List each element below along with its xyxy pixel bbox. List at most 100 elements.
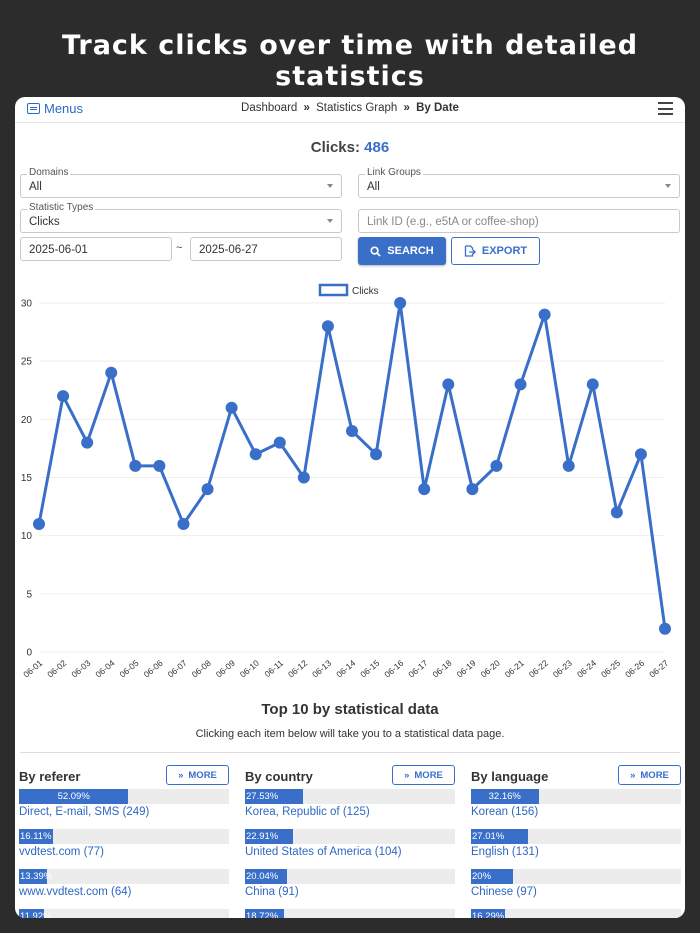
clicks-line-chart: Clicks 0 5 10 15 20 25 30 06-01 06-02 06-03 06-04 06… — [15, 279, 685, 689]
stat-item[interactable]: 22.91% United States of America (104) — [245, 829, 455, 867]
percentage-label: 27.01% — [472, 831, 505, 842]
stat-count: (156) — [511, 806, 539, 818]
percentage-label: 11.92% — [20, 911, 52, 918]
x-tick-label: 06-03 — [69, 658, 92, 680]
export-label: EXPORT — [481, 245, 528, 257]
breadcrumb-statistics-graph[interactable]: Statistics Graph — [316, 102, 398, 114]
date-to-value: 2025-06-27 — [199, 244, 258, 256]
search-button[interactable]: SEARCH — [358, 237, 446, 265]
percentage-label: 27.53% — [246, 791, 279, 802]
stat-item[interactable]: 11.92% — [19, 909, 229, 918]
more-button[interactable]: » MORE — [618, 765, 681, 785]
stat-link[interactable]: China (91) — [245, 886, 455, 898]
stat-item[interactable]: 27.53% Korea, Republic of (125) — [245, 789, 455, 827]
x-tick-label: 06-10 — [238, 658, 261, 680]
link-groups-value: All — [367, 181, 380, 193]
y-tick-label: 25 — [21, 357, 33, 368]
top10-column: By language » MORE 32.16% Korean (156) 27.01%… — [471, 765, 681, 918]
statistic-types-select[interactable]: Statistic Types Clicks — [20, 202, 342, 233]
stat-link[interactable]: Korea, Republic of (125) — [245, 806, 455, 818]
stat-item[interactable]: 16.29% — [471, 909, 681, 918]
column-header: By referer » MORE — [19, 765, 229, 787]
stat-link[interactable]: Chinese (97) — [471, 886, 681, 898]
caret-down-icon — [327, 219, 333, 223]
percentage-bar: 32.16% — [471, 789, 681, 804]
data-point — [394, 297, 407, 309]
data-point — [81, 436, 94, 449]
data-point — [490, 459, 503, 472]
y-tick-label: 10 — [21, 531, 33, 542]
stat-link[interactable]: English (131) — [471, 846, 681, 858]
percentage-bar-fill — [471, 909, 506, 918]
link-groups-select[interactable]: Link Groups All — [358, 167, 680, 198]
stat-link[interactable]: United States of America (104) — [245, 846, 455, 858]
percentage-bar: 11.92% — [19, 909, 229, 918]
search-label: SEARCH — [387, 245, 434, 257]
date-to-input[interactable]: 2025-06-27 — [190, 237, 342, 261]
stat-link[interactable]: www.vvdtest.com (64) — [19, 886, 229, 898]
top-bar: Menus Dashboard » Statistics Graph » By … — [15, 97, 685, 123]
link-id-input[interactable]: Link ID (e.g., e5tA or coffee-shop) — [358, 209, 680, 233]
stat-item[interactable]: 52.09% Direct, E-mail, SMS (249) — [19, 789, 229, 827]
hamburger-menu-icon[interactable] — [658, 102, 673, 115]
breadcrumb-dashboard[interactable]: Dashboard — [241, 102, 298, 114]
percentage-bar: 20% — [471, 869, 681, 884]
domains-select[interactable]: Domains All — [20, 167, 342, 198]
stat-name: www.vvdtest.com — [19, 886, 108, 898]
chevrons-right-icon: » — [404, 769, 410, 781]
more-button[interactable]: » MORE — [392, 765, 455, 785]
x-tick-label: 06-11 — [262, 658, 285, 679]
link-groups-legend: Link Groups — [365, 167, 423, 178]
breadcrumb: Dashboard » Statistics Graph » By Date — [15, 102, 685, 114]
stat-item[interactable]: 18.72% — [245, 909, 455, 918]
percentage-bar: 27.53% — [245, 789, 455, 804]
data-point — [346, 424, 358, 437]
stat-link[interactable]: Korean (156) — [471, 806, 681, 818]
percentage-bar: 16.29% — [471, 909, 681, 918]
x-tick-label: 06-01 — [21, 658, 44, 680]
percentage-bar: 52.09% — [19, 789, 229, 804]
x-tick-label: 06-20 — [479, 658, 502, 680]
stat-item[interactable]: 16.11% vvdtest.com (77) — [19, 829, 229, 867]
stat-name: Direct, E-mail, SMS — [19, 806, 120, 818]
stat-link[interactable]: Direct, E-mail, SMS (249) — [19, 806, 229, 818]
data-point — [273, 436, 286, 449]
date-separator: ~ — [176, 242, 183, 254]
x-tick-label: 06-25 — [599, 658, 622, 680]
stat-item[interactable]: 13.39% www.vvdtest.com (64) — [19, 869, 229, 907]
stat-link[interactable]: vvdtest.com (77) — [19, 846, 229, 858]
stat-item[interactable]: 32.16% Korean (156) — [471, 789, 681, 827]
y-tick-label: 5 — [26, 589, 32, 600]
top10-subtitle: Clicking each item below will take you t… — [195, 728, 505, 740]
data-point — [418, 483, 431, 496]
domains-value: All — [29, 181, 42, 193]
stat-count: (97) — [516, 886, 537, 898]
export-button[interactable]: EXPORT — [451, 237, 540, 265]
data-point — [442, 378, 455, 391]
percentage-label: 13.39% — [20, 871, 53, 882]
clicks-total: 486 — [364, 139, 390, 156]
percentage-label: 52.09% — [57, 791, 90, 802]
legend-swatch — [318, 283, 349, 297]
percentage-label: 20% — [472, 871, 492, 882]
data-point — [297, 471, 310, 484]
more-label: MORE — [188, 769, 217, 781]
x-tick-label: 06-14 — [334, 658, 357, 680]
menu-list-icon — [27, 103, 40, 114]
x-tick-label: 06-15 — [358, 658, 381, 680]
percentage-bar-fill — [245, 869, 288, 884]
more-button[interactable]: » MORE — [166, 765, 229, 785]
data-point — [33, 518, 45, 531]
stat-count: (131) — [511, 846, 539, 858]
percentage-bar: 16.11% — [19, 829, 229, 844]
data-point — [105, 366, 118, 379]
stat-item[interactable]: 20.04% China (91) — [245, 869, 455, 907]
stat-item[interactable]: 27.01% English (131) — [471, 829, 681, 867]
statistic-types-value: Clicks — [29, 216, 60, 228]
more-label: MORE — [414, 769, 443, 781]
stat-count: (104) — [374, 846, 402, 858]
stat-item[interactable]: 20% Chinese (97) — [471, 869, 681, 907]
date-from-input[interactable]: 2025-06-01 — [20, 237, 172, 261]
menus-button[interactable]: Menus — [27, 101, 83, 116]
